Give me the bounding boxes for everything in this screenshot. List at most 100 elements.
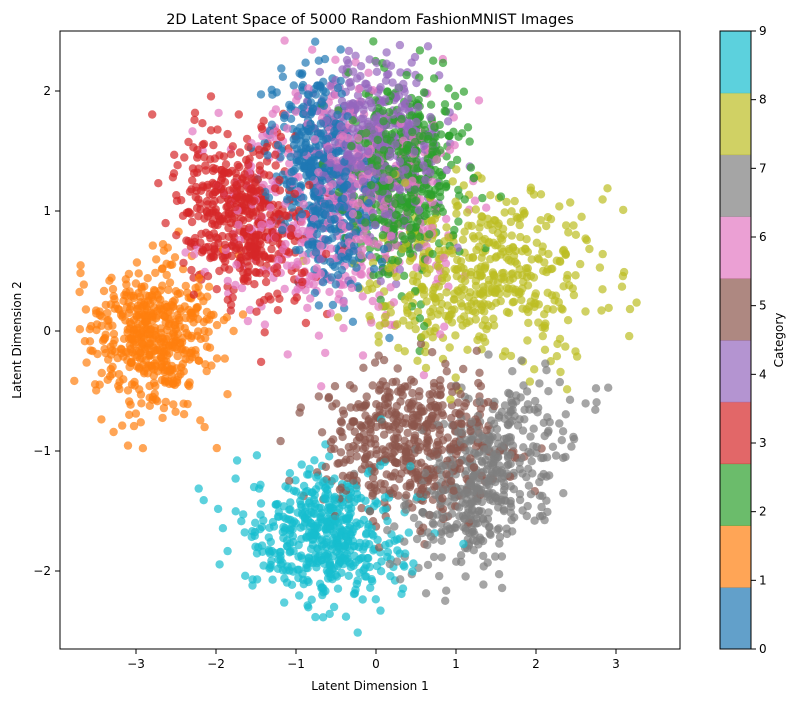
data-point-category-9 [362,539,370,547]
data-point-category-3 [267,245,275,253]
data-point-category-9 [459,540,467,548]
data-point-category-8 [497,250,505,258]
data-point-category-6 [328,180,336,188]
data-point-category-1 [132,409,140,417]
data-point-category-3 [191,109,199,117]
data-point-category-8 [542,222,550,230]
data-point-category-5 [466,427,474,435]
data-point-category-5 [413,471,421,479]
data-point-category-5 [418,485,426,493]
data-point-category-0 [279,73,287,81]
data-point-category-2 [439,59,447,67]
data-point-category-8 [534,318,542,326]
data-point-category-4 [336,122,344,130]
data-point-category-9 [312,563,320,571]
data-point-category-1 [76,261,84,269]
data-point-category-5 [366,450,374,458]
data-point-category-0 [332,149,340,157]
data-point-category-8 [467,268,475,276]
data-point-category-9 [357,494,365,502]
data-point-category-7 [457,485,465,493]
data-point-category-8 [446,343,454,351]
data-point-category-4 [410,148,418,156]
data-point-category-9 [286,505,294,513]
data-point-category-8 [505,309,513,317]
data-point-category-8 [452,210,460,218]
data-point-category-7 [396,575,404,583]
data-point-category-5 [394,387,402,395]
data-point-category-4 [419,161,427,169]
data-point-category-6 [475,96,483,104]
data-point-category-4 [333,163,341,171]
data-point-category-6 [284,350,292,358]
chart-title: 2D Latent Space of 5000 Random FashionMN… [166,12,574,28]
data-point-category-9 [351,589,359,597]
data-point-category-7 [464,505,472,513]
data-point-category-0 [274,141,282,149]
data-point-category-0 [329,170,337,178]
data-point-category-8 [414,272,422,280]
data-point-category-4 [359,106,367,114]
data-point-category-8 [544,250,552,258]
data-point-category-8 [619,206,627,214]
data-point-category-1 [152,395,160,403]
data-point-category-3 [243,232,251,240]
data-point-category-3 [231,203,239,211]
data-point-category-9 [316,580,324,588]
data-point-category-1 [171,408,179,416]
data-point-category-8 [489,315,497,323]
data-point-category-7 [538,512,546,520]
data-point-category-3 [170,169,178,177]
data-point-category-3 [198,119,206,127]
data-point-category-2 [374,136,382,144]
data-point-category-5 [422,423,430,431]
data-point-category-4 [364,147,372,155]
data-point-category-4 [426,113,434,121]
data-point-category-0 [268,86,276,94]
data-point-category-4 [400,104,408,112]
data-point-category-8 [448,306,456,314]
data-point-category-8 [451,198,459,206]
data-point-category-3 [221,241,229,249]
data-point-category-0 [285,101,293,109]
data-point-category-1 [70,377,78,385]
data-point-category-8 [530,273,538,281]
data-point-category-8 [527,184,535,192]
data-point-category-8 [625,332,633,340]
data-point-category-7 [543,453,551,461]
data-point-category-2 [437,130,445,138]
data-point-category-3 [250,280,258,288]
data-point-category-8 [500,273,508,281]
data-point-category-0 [290,177,298,185]
data-point-category-8 [530,365,538,373]
data-point-category-9 [253,575,261,583]
data-point-category-7 [430,553,438,561]
data-point-category-9 [317,512,325,520]
data-point-category-0 [277,64,285,72]
data-point-category-7 [475,507,483,515]
x-tick-label: 1 [452,657,460,671]
data-point-category-3 [244,143,252,151]
data-point-category-2 [430,122,438,130]
data-point-category-5 [391,409,399,417]
data-point-category-7 [544,428,552,436]
data-point-category-0 [308,108,316,116]
data-point-category-8 [401,179,409,187]
data-point-category-8 [452,373,460,381]
data-point-category-9 [383,517,391,525]
data-point-category-0 [298,210,306,218]
data-point-category-7 [544,387,552,395]
data-point-category-2 [430,74,438,82]
x-tick-label: 0 [372,657,380,671]
data-point-category-8 [418,283,426,291]
data-point-category-2 [460,88,468,96]
data-point-category-9 [334,585,342,593]
data-point-category-8 [393,320,401,328]
data-point-category-1 [213,444,221,452]
data-point-category-2 [470,174,478,182]
data-point-category-1 [145,382,153,390]
data-point-category-5 [456,390,464,398]
data-point-category-2 [416,314,424,322]
data-point-category-7 [528,457,536,465]
data-point-category-5 [336,485,344,493]
